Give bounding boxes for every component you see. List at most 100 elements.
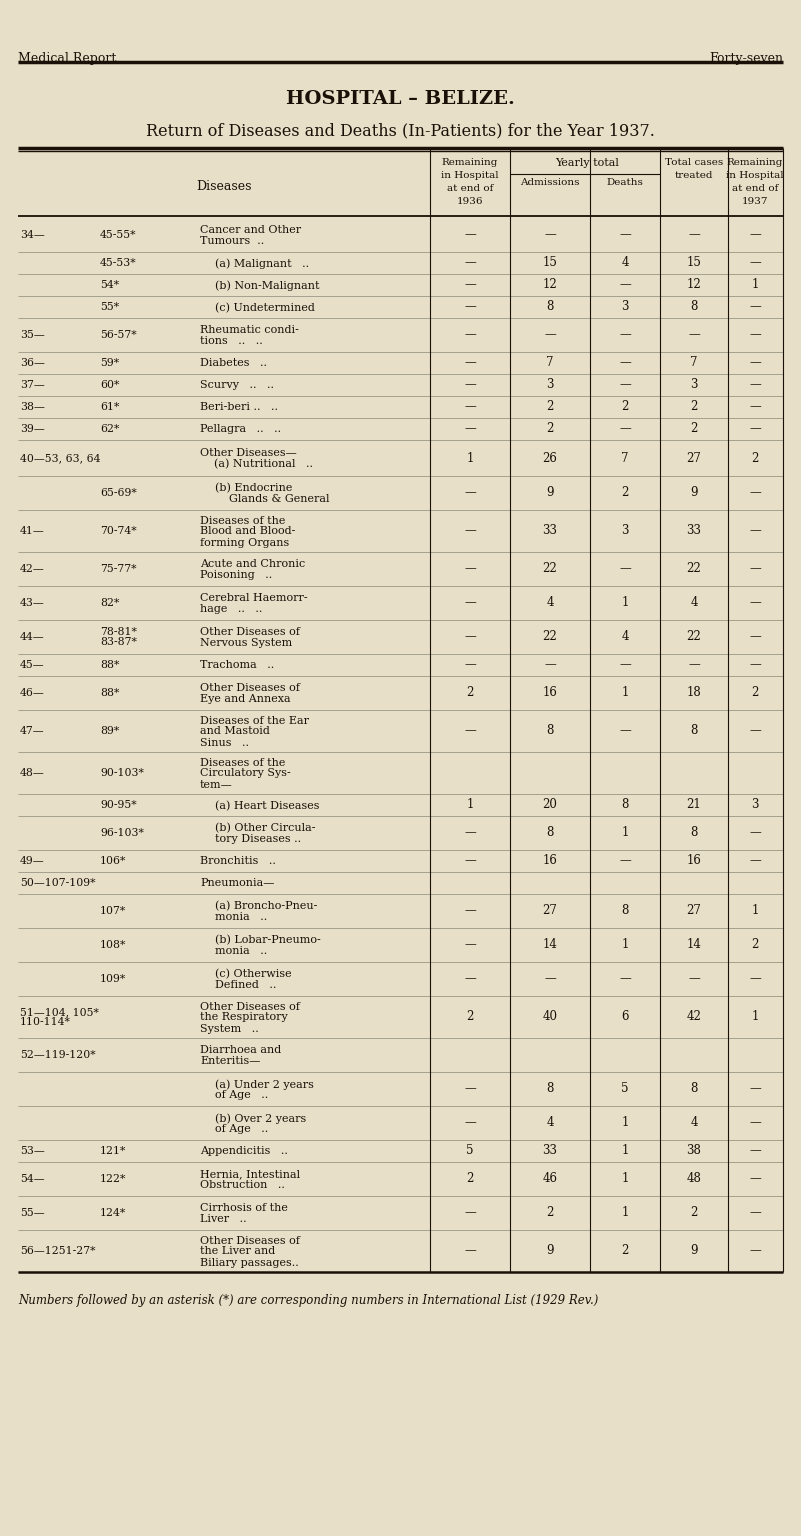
Text: 8: 8	[622, 799, 629, 811]
Text: —: —	[749, 1083, 761, 1095]
Text: Diseases of the Ear: Diseases of the Ear	[200, 716, 309, 725]
Text: 26: 26	[542, 452, 557, 464]
Text: Other Diseases of: Other Diseases of	[200, 684, 300, 693]
Text: 5: 5	[622, 1083, 629, 1095]
Text: 8: 8	[690, 1083, 698, 1095]
Text: 2: 2	[622, 487, 629, 499]
Text: 20: 20	[542, 799, 557, 811]
Text: Enteritis—: Enteritis—	[200, 1057, 260, 1066]
Text: 1: 1	[622, 1144, 629, 1158]
Text: 2: 2	[751, 452, 759, 464]
Text: 8: 8	[622, 905, 629, 917]
Text: 27: 27	[686, 452, 702, 464]
Text: 53—: 53—	[20, 1146, 45, 1157]
Text: of Age   ..: of Age ..	[215, 1124, 268, 1134]
Text: Scurvy   ..   ..: Scurvy .. ..	[200, 381, 274, 390]
Text: —: —	[749, 378, 761, 392]
Text: —: —	[619, 229, 631, 241]
Text: —: —	[749, 524, 761, 538]
Text: —: —	[749, 596, 761, 610]
Text: —: —	[464, 562, 476, 576]
Text: 1: 1	[466, 452, 473, 464]
Text: 8: 8	[546, 301, 553, 313]
Text: tem—: tem—	[200, 779, 233, 790]
Text: (c) Undetermined: (c) Undetermined	[215, 303, 315, 313]
Text: (c) Otherwise: (c) Otherwise	[215, 969, 292, 980]
Text: 2: 2	[546, 422, 553, 436]
Text: (b) Endocrine: (b) Endocrine	[215, 482, 292, 493]
Text: —: —	[749, 257, 761, 269]
Text: Cirrhosis of the: Cirrhosis of the	[200, 1203, 288, 1213]
Text: 1936: 1936	[457, 197, 483, 206]
Text: 1: 1	[622, 1117, 629, 1129]
Text: Pneumonia—: Pneumonia—	[200, 879, 275, 888]
Text: 55*: 55*	[100, 303, 119, 312]
Text: Pellagra   ..   ..: Pellagra .. ..	[200, 424, 281, 435]
Text: 3: 3	[751, 799, 759, 811]
Text: 45-53*: 45-53*	[100, 258, 137, 267]
Text: —: —	[749, 487, 761, 499]
Text: —: —	[464, 1117, 476, 1129]
Text: Sinus   ..: Sinus ..	[200, 737, 249, 748]
Text: the Respiratory: the Respiratory	[200, 1012, 288, 1023]
Text: 21: 21	[686, 799, 702, 811]
Text: 59*: 59*	[100, 358, 119, 369]
Text: —: —	[464, 257, 476, 269]
Text: —: —	[464, 301, 476, 313]
Text: 78-81*: 78-81*	[100, 627, 137, 637]
Text: forming Organs: forming Organs	[200, 538, 289, 547]
Text: 2: 2	[466, 687, 473, 699]
Text: HOSPITAL – BELIZE.: HOSPITAL – BELIZE.	[286, 91, 514, 108]
Text: 7: 7	[546, 356, 553, 370]
Text: 15: 15	[542, 257, 557, 269]
Text: (a) Heart Diseases: (a) Heart Diseases	[215, 800, 320, 811]
Text: 4: 4	[622, 630, 629, 644]
Text: 16: 16	[542, 687, 557, 699]
Text: 2: 2	[751, 938, 759, 951]
Text: 2: 2	[690, 1206, 698, 1220]
Text: 49—: 49—	[20, 856, 45, 866]
Text: —: —	[749, 972, 761, 986]
Text: 12: 12	[542, 278, 557, 292]
Text: Trachoma   ..: Trachoma ..	[200, 660, 274, 671]
Text: —: —	[464, 826, 476, 840]
Text: 22: 22	[686, 562, 702, 576]
Text: 6: 6	[622, 1011, 629, 1023]
Text: 9: 9	[546, 1244, 553, 1258]
Text: —: —	[749, 854, 761, 868]
Text: Diabetes   ..: Diabetes ..	[200, 358, 267, 369]
Text: —: —	[688, 229, 700, 241]
Text: 70-74*: 70-74*	[100, 525, 137, 536]
Text: —: —	[749, 1244, 761, 1258]
Text: 1: 1	[751, 1011, 759, 1023]
Text: 2: 2	[546, 401, 553, 413]
Text: (b) Other Circula-: (b) Other Circula-	[215, 823, 316, 834]
Text: Remaining: Remaining	[727, 158, 783, 167]
Text: 62*: 62*	[100, 424, 119, 435]
Text: Medical Report: Medical Report	[18, 52, 116, 65]
Text: 7: 7	[690, 356, 698, 370]
Text: —: —	[688, 972, 700, 986]
Text: 33: 33	[542, 524, 557, 538]
Text: —: —	[619, 972, 631, 986]
Text: Circulatory Sys-: Circulatory Sys-	[200, 768, 291, 779]
Text: Tumours  ..: Tumours ..	[200, 237, 264, 246]
Text: 12: 12	[686, 278, 702, 292]
Text: 3: 3	[546, 378, 553, 392]
Text: 14: 14	[686, 938, 702, 951]
Text: 3: 3	[690, 378, 698, 392]
Text: at end of: at end of	[732, 184, 779, 194]
Text: Other Diseases of: Other Diseases of	[200, 1235, 300, 1246]
Text: Diseases: Diseases	[196, 180, 252, 194]
Text: 51—104, 105*: 51—104, 105*	[20, 1008, 99, 1017]
Text: —: —	[619, 562, 631, 576]
Text: monia   ..: monia ..	[215, 912, 268, 922]
Text: 122*: 122*	[100, 1174, 127, 1184]
Text: —: —	[619, 329, 631, 341]
Text: 107*: 107*	[100, 906, 127, 915]
Text: Forty-seven: Forty-seven	[709, 52, 783, 65]
Text: —: —	[464, 1083, 476, 1095]
Text: 40: 40	[542, 1011, 557, 1023]
Text: 1: 1	[466, 799, 473, 811]
Text: —: —	[749, 401, 761, 413]
